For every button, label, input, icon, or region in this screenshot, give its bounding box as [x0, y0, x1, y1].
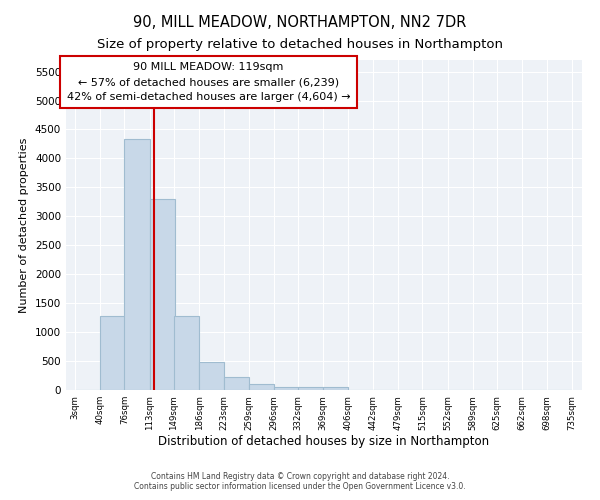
Bar	[298, 387, 323, 390]
Text: Contains public sector information licensed under the Open Government Licence v3: Contains public sector information licen…	[134, 482, 466, 491]
Bar	[274, 386, 299, 390]
Text: 90, MILL MEADOW, NORTHAMPTON, NN2 7DR: 90, MILL MEADOW, NORTHAMPTON, NN2 7DR	[133, 15, 467, 30]
Text: 90 MILL MEADOW: 119sqm
← 57% of detached houses are smaller (6,239)
42% of semi-: 90 MILL MEADOW: 119sqm ← 57% of detached…	[67, 62, 350, 102]
Bar	[100, 316, 125, 390]
Text: Contains HM Land Registry data © Crown copyright and database right 2024.: Contains HM Land Registry data © Crown c…	[151, 472, 449, 481]
Y-axis label: Number of detached properties: Number of detached properties	[19, 138, 29, 312]
Bar	[248, 384, 274, 390]
Bar	[199, 362, 224, 390]
Bar	[124, 138, 149, 390]
Text: Size of property relative to detached houses in Northampton: Size of property relative to detached ho…	[97, 38, 503, 51]
Bar	[174, 316, 199, 390]
Bar	[224, 376, 250, 390]
Bar	[323, 387, 349, 390]
Bar	[149, 199, 175, 390]
X-axis label: Distribution of detached houses by size in Northampton: Distribution of detached houses by size …	[158, 436, 490, 448]
